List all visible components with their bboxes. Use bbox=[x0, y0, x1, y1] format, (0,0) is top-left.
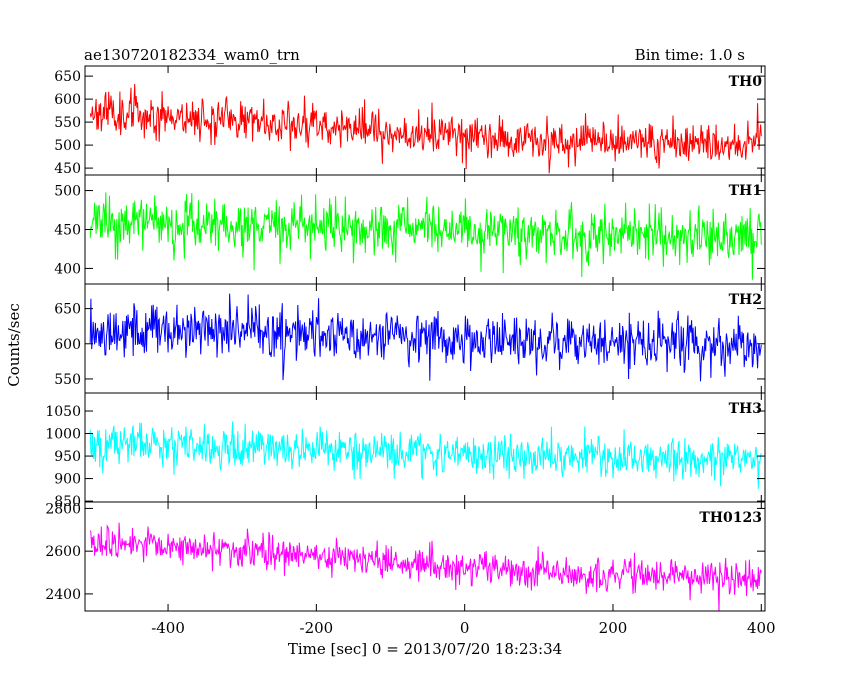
panel-label: TH2 bbox=[729, 292, 762, 308]
panel-label: TH1 bbox=[729, 183, 762, 199]
y-tick-label: 400 bbox=[54, 261, 81, 277]
series-th3 bbox=[89, 421, 762, 489]
x-axis: -400 -200 0 200 400 bbox=[151, 619, 775, 637]
y-tick-label: 550 bbox=[54, 115, 81, 131]
panel-th1: 400 450 500 TH1 bbox=[54, 174, 766, 285]
series-th0123 bbox=[89, 522, 762, 611]
y-tick-label: 650 bbox=[54, 302, 81, 318]
panel-label: TH3 bbox=[729, 401, 762, 417]
y-axis-label: Counts/sec bbox=[5, 303, 23, 387]
y-tick-label: 550 bbox=[54, 372, 81, 388]
y-tick-label: 650 bbox=[54, 69, 81, 85]
y-tick-label: 2600 bbox=[45, 544, 81, 560]
panel-label: TH0123 bbox=[699, 510, 762, 526]
x-tick-label: 200 bbox=[599, 619, 628, 637]
y-tick-label: 1050 bbox=[45, 404, 81, 420]
y-tick-label: 900 bbox=[54, 472, 81, 488]
y-tick-label: 950 bbox=[54, 449, 81, 465]
x-axis-label: Time [sec] 0 = 2013/07/20 18:23:34 bbox=[288, 640, 562, 658]
series-th2 bbox=[89, 293, 762, 382]
series-th0 bbox=[89, 83, 762, 174]
panel-frame bbox=[84, 65, 766, 176]
panel-label: TH0 bbox=[729, 74, 763, 90]
y-tick-label: 2800 bbox=[45, 501, 81, 517]
y-tick-label: 600 bbox=[54, 337, 81, 353]
panel-th2: 550 600 650 TH2 bbox=[54, 283, 766, 394]
panel-th0: 450 500 550 600 650 TH0 bbox=[54, 65, 766, 177]
y-tick-label: 600 bbox=[54, 92, 81, 108]
y-tick-label: 450 bbox=[54, 161, 81, 177]
x-tick-label: 0 bbox=[460, 619, 470, 637]
y-tick-label: 450 bbox=[54, 223, 81, 239]
y-tick-label: 850 bbox=[54, 494, 81, 510]
y-tick-label: 500 bbox=[54, 184, 81, 200]
series-th1 bbox=[89, 192, 762, 280]
x-tick-label: -200 bbox=[300, 619, 334, 637]
x-tick-label: 400 bbox=[747, 619, 776, 637]
chart-title: ae130720182334_wam0_trn bbox=[84, 46, 300, 64]
bin-time-label: Bin time: 1.0 s bbox=[635, 46, 745, 64]
panel-th0123: 2400 2600 2800 TH0123 bbox=[45, 501, 766, 612]
panel-th3: 850 900 950 1000 1050 TH3 bbox=[45, 392, 766, 510]
panel-frame bbox=[84, 501, 766, 612]
y-tick-label: 1000 bbox=[45, 427, 81, 443]
y-tick-label: 2400 bbox=[45, 587, 81, 603]
y-tick-label: 500 bbox=[54, 138, 81, 154]
x-tick-label: -400 bbox=[151, 619, 185, 637]
panels-group: 450 500 550 600 650 TH0 400 450 500 TH1 550 600 650 T… bbox=[45, 65, 766, 612]
